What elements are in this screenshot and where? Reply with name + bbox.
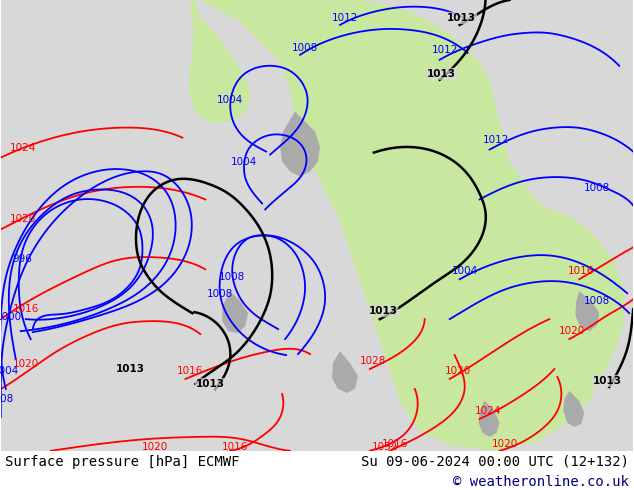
Text: 1020: 1020 [142,442,169,452]
Text: 1032: 1032 [372,442,398,452]
Text: 1004: 1004 [451,266,478,276]
Text: 1012: 1012 [332,13,358,23]
Text: 1028: 1028 [359,356,386,366]
Text: 996: 996 [13,254,33,264]
Polygon shape [280,112,320,176]
Text: 1012: 1012 [432,45,458,55]
Text: 1016: 1016 [13,304,39,314]
Polygon shape [479,401,500,437]
Polygon shape [200,0,624,451]
Text: 1016: 1016 [568,266,595,276]
Text: 1013: 1013 [196,379,225,389]
Text: 1013: 1013 [593,376,622,386]
Polygon shape [575,291,599,331]
Text: 1008: 1008 [219,272,245,282]
Text: 1013: 1013 [427,69,456,79]
Text: 1020: 1020 [13,359,39,369]
Text: 1016: 1016 [222,442,249,452]
Text: 1013: 1013 [116,364,145,374]
Text: 1000: 1000 [0,312,22,322]
Text: 1004: 1004 [217,95,243,105]
Text: 1012: 1012 [482,135,508,145]
Text: 1020: 1020 [559,326,585,336]
Text: © weatheronline.co.uk: © weatheronline.co.uk [453,475,629,489]
Text: Su 09-06-2024 00:00 UTC (12+132): Su 09-06-2024 00:00 UTC (12+132) [361,455,629,469]
Polygon shape [223,291,248,333]
Polygon shape [188,0,250,123]
Text: 1008: 1008 [207,289,233,299]
Text: 1008: 1008 [584,182,611,193]
Text: 1016: 1016 [177,366,204,376]
Polygon shape [564,391,585,427]
Text: 1024: 1024 [10,143,36,152]
Text: 1004: 1004 [0,366,19,376]
Text: 1004: 1004 [231,157,257,167]
Text: 1008: 1008 [0,394,14,404]
Text: 1024: 1024 [474,406,501,416]
Polygon shape [332,351,358,393]
Text: 1016: 1016 [382,439,408,449]
Text: 1013: 1013 [447,13,476,23]
Text: 1020: 1020 [444,366,471,376]
Text: 1008: 1008 [584,296,611,306]
Text: 1008: 1008 [292,43,318,53]
Text: 1013: 1013 [368,306,398,316]
Text: Surface pressure [hPa] ECMWF: Surface pressure [hPa] ECMWF [5,455,240,469]
Text: 1020: 1020 [491,439,517,449]
Text: 1020: 1020 [10,215,36,224]
